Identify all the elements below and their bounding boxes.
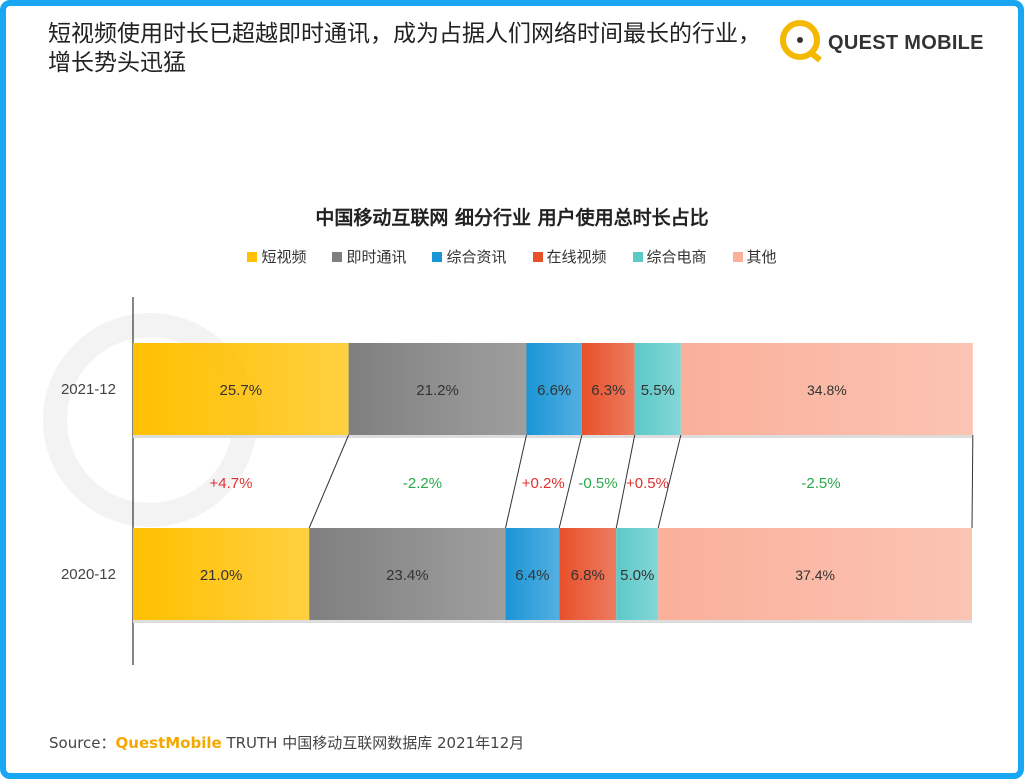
data-label: 6.6%	[537, 382, 571, 399]
bar-shadow	[133, 435, 972, 438]
legend-label: 短视频	[261, 248, 307, 266]
legend: 短视频 即时通讯 综合资讯 在线视频 综合电商 其他	[0, 246, 1024, 267]
data-label: 5.0%	[620, 567, 654, 584]
bar-segment	[133, 343, 349, 435]
logo-text: QUEST MOBILE	[828, 32, 984, 54]
change-label: -0.5%	[578, 475, 617, 492]
legend-item: 在线视频	[532, 246, 607, 267]
category-label: 2020-12	[61, 566, 116, 583]
legend-label: 综合电商	[646, 248, 707, 266]
source-brand: QuestMobile	[115, 734, 222, 752]
data-label: 34.8%	[807, 382, 847, 398]
bar-segment	[526, 343, 582, 435]
bar-segment	[680, 343, 973, 435]
connector-line	[615, 434, 636, 529]
data-label: 37.4%	[795, 567, 835, 583]
bar-shadow	[133, 620, 972, 623]
data-label: 6.4%	[515, 567, 549, 584]
change-label: -2.5%	[801, 475, 840, 492]
legend-swatch	[732, 251, 743, 262]
change-label: +0.5%	[626, 475, 669, 492]
bar-segment	[505, 528, 560, 620]
legend-swatch	[247, 251, 258, 262]
data-label: 5.5%	[641, 382, 675, 399]
headline: 短视频使用时长已超越即时通讯，成为占据人们网络时间最长的行业，增长势头迅猛	[48, 21, 761, 76]
bar-segment	[559, 528, 617, 620]
connector-line	[308, 434, 350, 529]
logo-icon	[780, 20, 822, 63]
change-label: +0.2%	[522, 475, 565, 492]
connector-line	[558, 434, 583, 529]
connector-line	[657, 434, 682, 529]
source: Source：QuestMobile TRUTH 中国移动互联网数据库 2021…	[49, 732, 524, 753]
data-label: 6.8%	[571, 567, 605, 584]
change-label: -2.2%	[403, 475, 442, 492]
connector-line	[505, 434, 527, 529]
bar-segment	[581, 343, 635, 435]
legend-swatch	[532, 251, 543, 262]
logo: QUEST MOBILE	[776, 16, 984, 66]
bar-segment	[616, 528, 659, 620]
data-label: 6.3%	[591, 382, 625, 399]
legend-label: 即时通讯	[346, 248, 407, 266]
legend-item: 综合资讯	[432, 246, 507, 267]
bar-segment	[133, 528, 310, 620]
legend-label: 其他	[746, 248, 777, 266]
category-label: 2021-12	[61, 381, 116, 398]
bar-segment	[634, 343, 681, 435]
legend-swatch	[332, 251, 343, 262]
data-label: 21.2%	[416, 382, 459, 399]
legend-item: 其他	[732, 246, 777, 267]
legend-item: 短视频	[247, 246, 306, 267]
bar-segment	[309, 528, 506, 620]
legend-item: 综合电商	[632, 246, 707, 267]
legend-swatch	[632, 251, 643, 262]
bar-segment	[658, 528, 972, 620]
bar-segment	[348, 343, 527, 435]
legend-label: 在线视频	[546, 248, 607, 266]
source-prefix: Source：	[49, 734, 116, 752]
legend-item: 即时通讯	[332, 246, 406, 267]
data-label: 23.4%	[386, 567, 429, 584]
data-label: 21.0%	[200, 567, 243, 584]
source-text: TRUTH 中国移动互联网数据库 2021年12月	[221, 734, 525, 752]
chart-title: 中国移动互联网 细分行业 用户使用总时长占比	[315, 207, 709, 229]
connector-line	[971, 434, 974, 529]
legend-swatch	[432, 251, 443, 262]
legend-label: 综合资讯	[446, 248, 507, 266]
data-label: 25.7%	[220, 382, 263, 399]
change-label: +4.7%	[209, 475, 252, 492]
